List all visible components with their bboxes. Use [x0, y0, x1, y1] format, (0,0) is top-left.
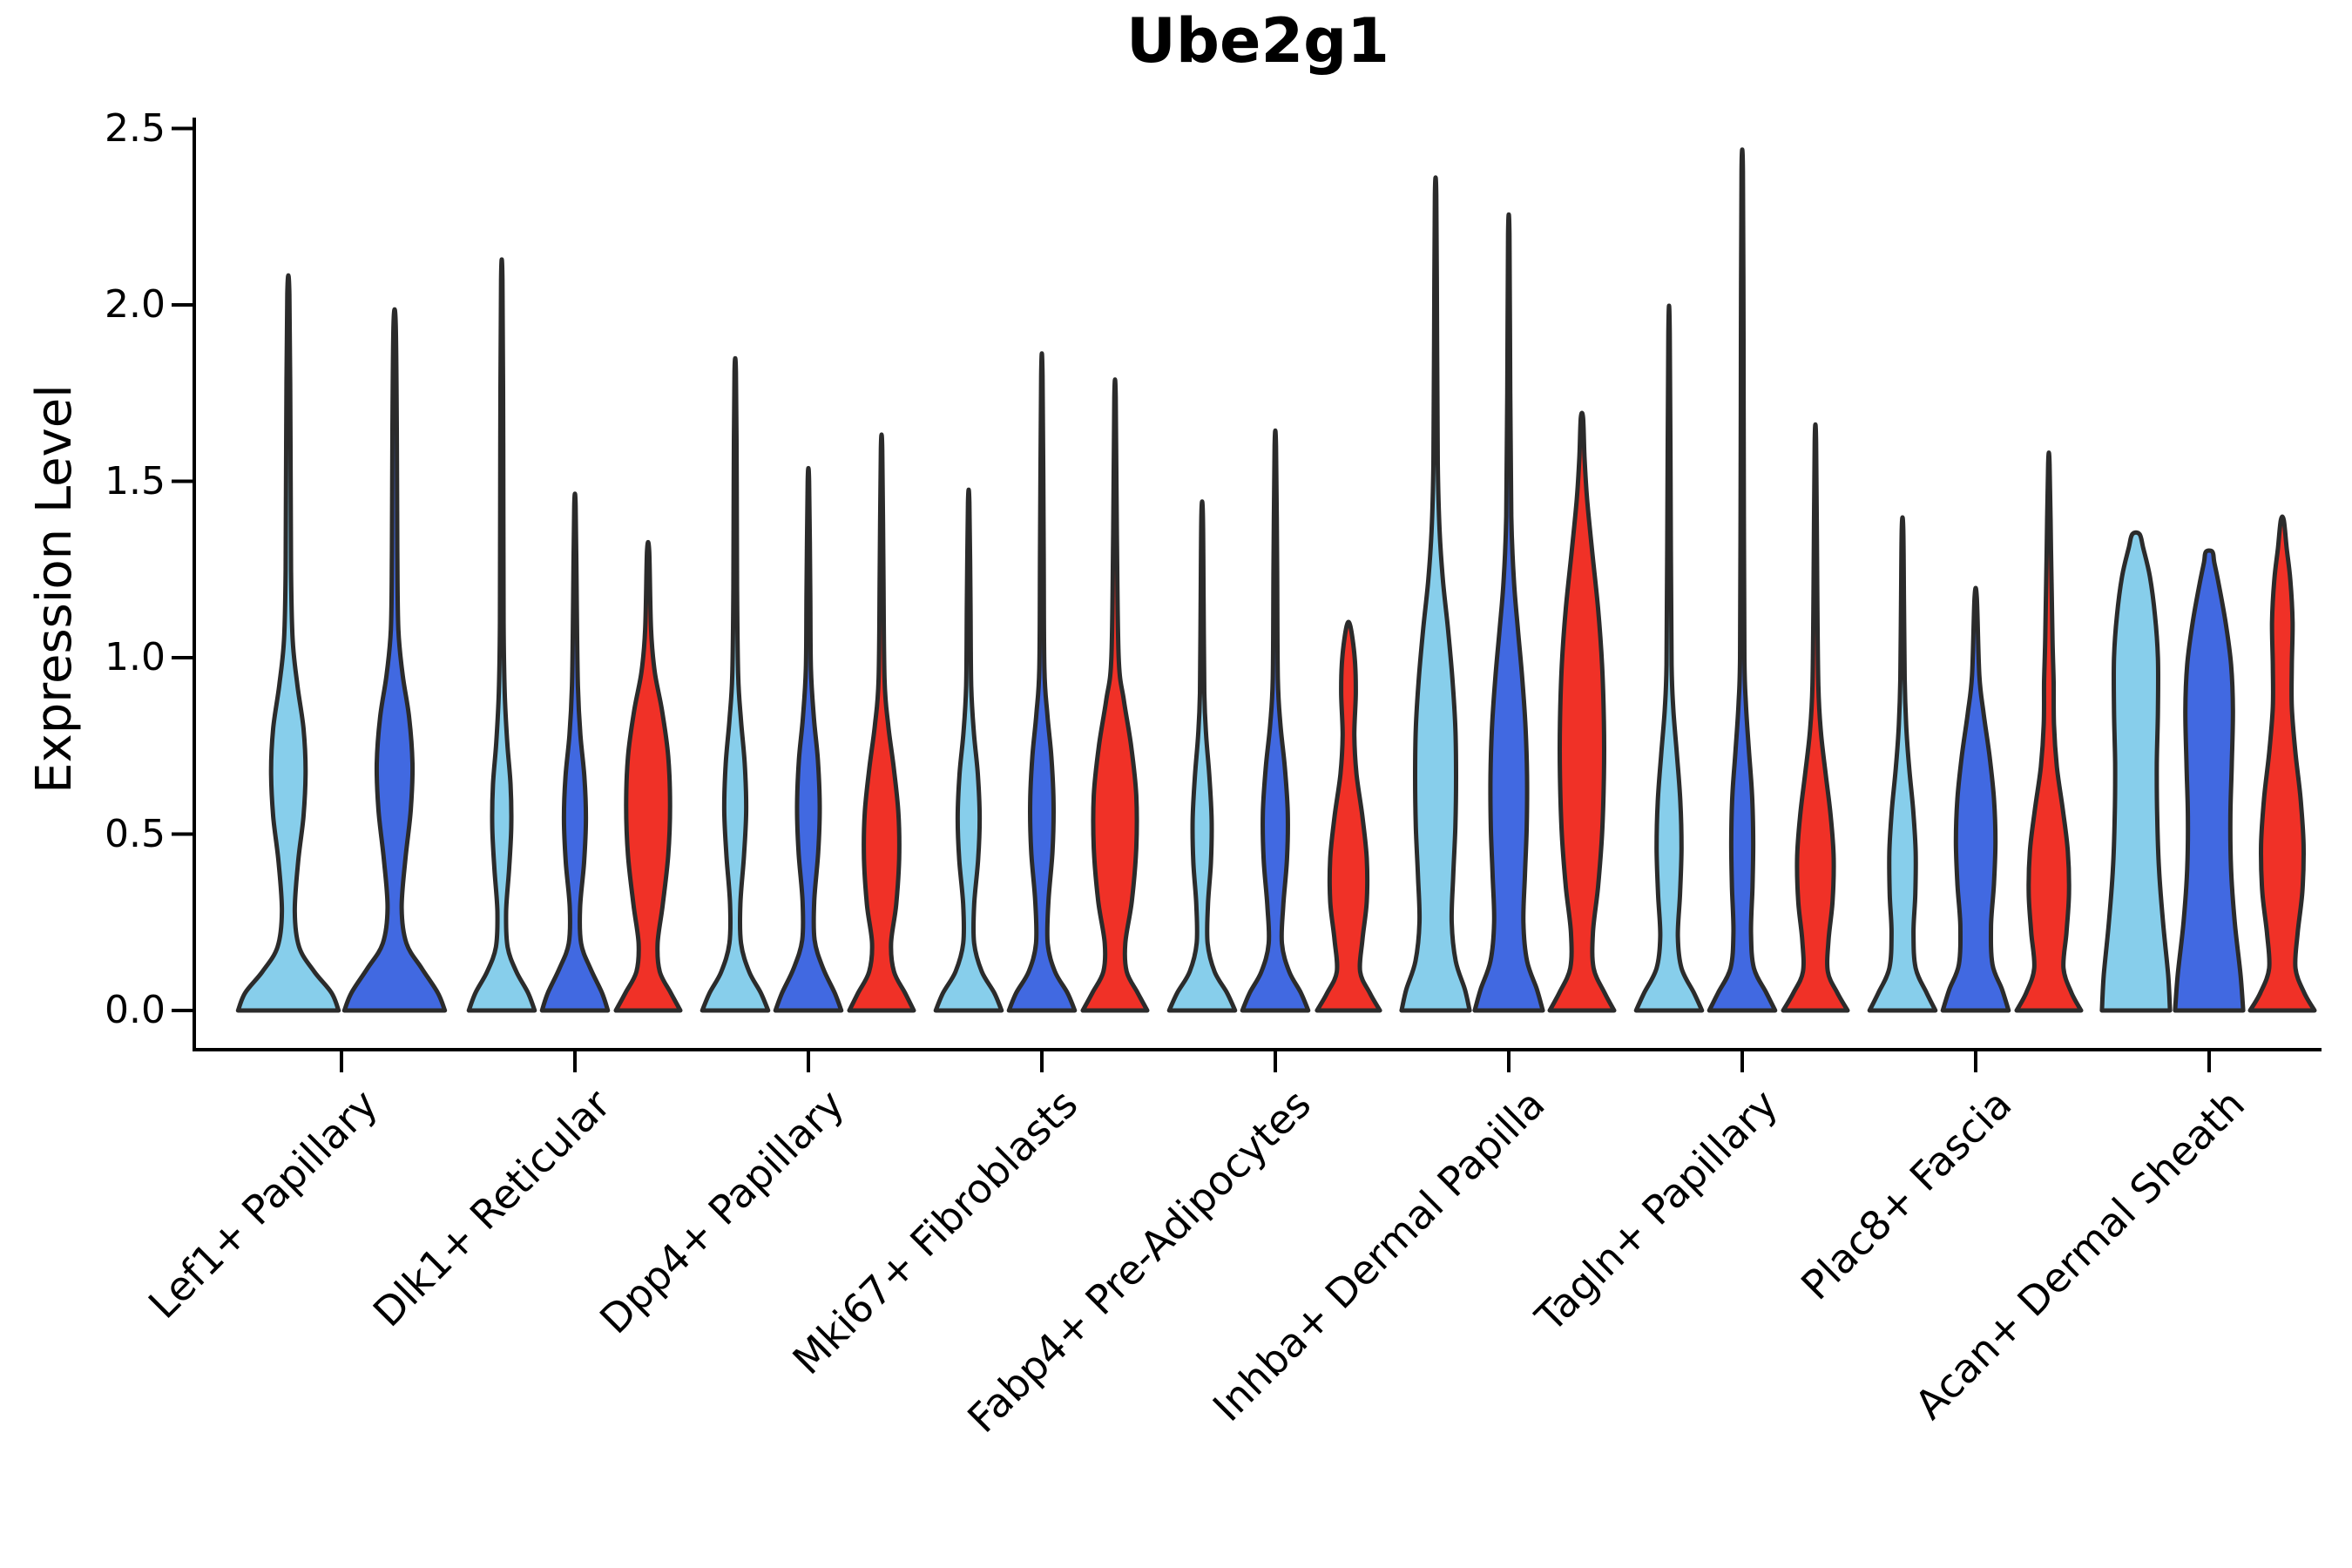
violin-inhba-dermal-papilla-0 [1399, 175, 1472, 1013]
violin-dpp4-papillary-2 [847, 432, 916, 1013]
y-tick-label: 0.0 [105, 988, 166, 1032]
violin-tagln-papillary-0 [1633, 303, 1705, 1013]
y-tick-label: 2.5 [105, 105, 166, 151]
violin-dlk1-reticular-0 [466, 257, 537, 1013]
violin-fabp4-pre-adipocytes-0 [1166, 499, 1238, 1013]
y-tick-label: 0.5 [105, 811, 166, 856]
violin-mki67-fibroblasts-0 [933, 487, 1004, 1013]
violin-acan-dermal-sheath-1 [2173, 548, 2246, 1013]
violin-dlk1-reticular-2 [613, 539, 683, 1013]
violin-fabp4-pre-adipocytes-2 [1315, 619, 1382, 1013]
violin-lef1-papillary-0 [235, 273, 341, 1013]
violin-mki67-fibroblasts-2 [1080, 377, 1150, 1013]
violin-mki67-fibroblasts-1 [1006, 351, 1078, 1013]
violin-tagln-papillary-1 [1707, 147, 1778, 1013]
y-tick-label: 1.5 [105, 458, 166, 504]
violin-inhba-dermal-papilla-1 [1472, 212, 1545, 1013]
violin-tagln-papillary-2 [1781, 422, 1850, 1013]
violin-plac8-fascia-1 [1940, 585, 2011, 1013]
violin-lef1-papillary-1 [341, 307, 448, 1013]
chart-title: Ube2g1 [1126, 5, 1389, 77]
y-tick-label: 1.0 [105, 635, 166, 679]
violin-plac8-fascia-0 [1867, 515, 1938, 1013]
violin-acan-dermal-sheath-0 [2099, 530, 2173, 1013]
violin-fabp4-pre-adipocytes-1 [1240, 428, 1311, 1013]
violin-dlk1-reticular-1 [539, 491, 611, 1013]
violin-dpp4-papillary-1 [773, 465, 844, 1013]
y-tick-label: 2.0 [105, 282, 166, 327]
violin-inhba-dermal-papilla-2 [1547, 410, 1617, 1013]
violin-acan-dermal-sheath-2 [2247, 514, 2317, 1013]
violin-plac8-fascia-2 [2014, 450, 2084, 1013]
violin-dpp4-papillary-0 [700, 355, 771, 1013]
